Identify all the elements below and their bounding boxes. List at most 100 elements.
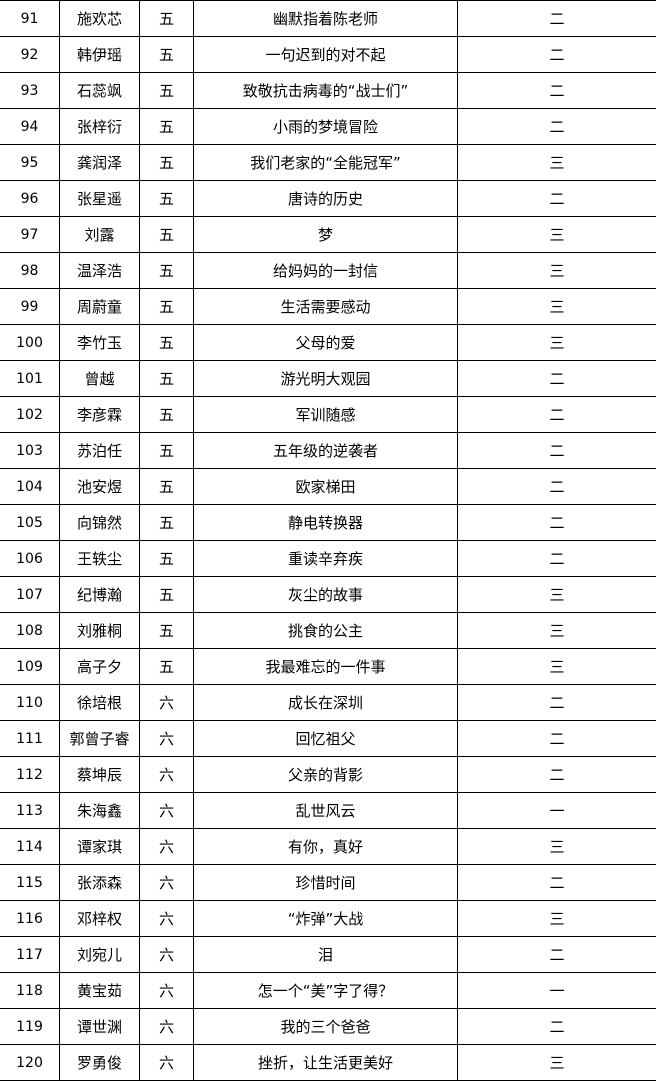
grade-cell: 五: [139, 504, 194, 541]
row-number-cell: 101: [0, 360, 60, 397]
prize-level-cell: 二: [457, 684, 656, 721]
grade-cell: 五: [139, 216, 194, 253]
row-number-cell: 100: [0, 324, 60, 361]
row-number-cell: 92: [0, 36, 60, 73]
row-number-cell: 91: [0, 0, 60, 37]
prize-level-cell: 二: [457, 432, 656, 469]
row-number-cell: 95: [0, 144, 60, 181]
essay-title-cell: 回忆祖父: [193, 720, 458, 757]
table-row: 91 施欢芯五幽默指着陈老师二: [0, 0, 656, 37]
essay-title-cell: 成长在深圳: [193, 684, 458, 721]
grade-cell: 五: [139, 36, 194, 73]
table-row: 111 郭曾子睿六回忆祖父二: [0, 720, 656, 757]
prize-level-cell: 二: [457, 756, 656, 793]
essay-title-cell: 我最难忘的一件事: [193, 648, 458, 685]
student-name-cell: 刘露: [59, 216, 140, 253]
essay-title-cell: 梦: [193, 216, 458, 253]
essay-title-cell: 我的三个爸爸: [193, 1008, 458, 1045]
row-number-cell: 98: [0, 252, 60, 289]
grade-cell: 六: [139, 792, 194, 829]
essay-title-cell: 欧家梯田: [193, 468, 458, 505]
table-row: 109 高子夕五我最难忘的一件事三: [0, 648, 656, 685]
table-row: 97 刘露五梦三: [0, 216, 656, 253]
essay-title-cell: 静电转换器: [193, 504, 458, 541]
prize-level-cell: 三: [457, 612, 656, 649]
student-name-cell: 刘雅桐: [59, 612, 140, 649]
grade-cell: 五: [139, 576, 194, 613]
student-name-cell: 张添森: [59, 864, 140, 901]
essay-title-cell: 珍惜时间: [193, 864, 458, 901]
row-number-cell: 117: [0, 936, 60, 973]
table-row: 120 罗勇俊六挫折，让生活更美好三: [0, 1044, 656, 1081]
student-name-cell: 向锦然: [59, 504, 140, 541]
row-number-cell: 106: [0, 540, 60, 577]
prize-level-cell: 三: [457, 900, 656, 937]
student-name-cell: 温泽浩: [59, 252, 140, 289]
prize-level-cell: 三: [457, 1044, 656, 1081]
table-row: 103 苏泊任五五年级的逆袭者二: [0, 432, 656, 469]
row-number-cell: 116: [0, 900, 60, 937]
essay-title-cell: 幽默指着陈老师: [193, 0, 458, 37]
student-name-cell: 苏泊任: [59, 432, 140, 469]
student-name-cell: 郭曾子睿: [59, 720, 140, 757]
row-number-cell: 119: [0, 1008, 60, 1045]
student-name-cell: 李竹玉: [59, 324, 140, 361]
student-name-cell: 谭家琪: [59, 828, 140, 865]
prize-level-cell: 二: [457, 468, 656, 505]
table-row: 112 蔡坤辰六父亲的背影二: [0, 756, 656, 793]
student-name-cell: 邓梓权: [59, 900, 140, 937]
prize-level-cell: 三: [457, 828, 656, 865]
table-row: 104 池安煜五欧家梯田二: [0, 468, 656, 505]
table-row: 110 徐培根六成长在深圳二: [0, 684, 656, 721]
essay-title-cell: 挑食的公主: [193, 612, 458, 649]
student-name-cell: 刘宛儿: [59, 936, 140, 973]
row-number-cell: 110: [0, 684, 60, 721]
prize-level-cell: 二: [457, 936, 656, 973]
student-name-cell: 施欢芯: [59, 0, 140, 37]
essay-title-cell: 唐诗的历史: [193, 180, 458, 217]
prize-level-cell: 三: [457, 288, 656, 325]
table-row: 92 韩伊瑶五一句迟到的对不起二: [0, 36, 656, 73]
table-row: 99 周蔚童五生活需要感动三: [0, 288, 656, 325]
table-row: 100 李竹玉五父母的爱三: [0, 324, 656, 361]
student-name-cell: 王轶尘: [59, 540, 140, 577]
student-name-cell: 高子夕: [59, 648, 140, 685]
grade-cell: 六: [139, 828, 194, 865]
essay-title-cell: “炸弹”大战: [193, 900, 458, 937]
row-number-cell: 111: [0, 720, 60, 757]
prize-level-cell: 三: [457, 252, 656, 289]
grade-cell: 五: [139, 252, 194, 289]
table-row: 116 邓梓权六 “炸弹”大战三: [0, 900, 656, 937]
student-name-cell: 石蕊飒: [59, 72, 140, 109]
prize-level-cell: 二: [457, 396, 656, 433]
grade-cell: 六: [139, 720, 194, 757]
student-name-cell: 李彦霖: [59, 396, 140, 433]
student-name-cell: 谭世渊: [59, 1008, 140, 1045]
row-number-cell: 93: [0, 72, 60, 109]
table-row: 98 温泽浩五给妈妈的一封信三: [0, 252, 656, 289]
prize-level-cell: 二: [457, 0, 656, 37]
essay-title-cell: 给妈妈的一封信: [193, 252, 458, 289]
table-row: 94 张梓衍五小雨的梦境冒险二: [0, 108, 656, 145]
grade-cell: 五: [139, 360, 194, 397]
prize-level-cell: 二: [457, 36, 656, 73]
student-name-cell: 张梓衍: [59, 108, 140, 145]
essay-title-cell: 挫折，让生活更美好: [193, 1044, 458, 1081]
essay-title-cell: 致敬抗击病毒的“战士们”: [193, 72, 458, 109]
table-row: 95 龚润泽五我们老家的“全能冠军” 三: [0, 144, 656, 181]
row-number-cell: 112: [0, 756, 60, 793]
grade-cell: 六: [139, 864, 194, 901]
grade-cell: 五: [139, 432, 194, 469]
row-number-cell: 104: [0, 468, 60, 505]
grade-cell: 六: [139, 936, 194, 973]
student-name-cell: 周蔚童: [59, 288, 140, 325]
table-row: 108 刘雅桐五挑食的公主三: [0, 612, 656, 649]
student-name-cell: 张星遥: [59, 180, 140, 217]
prize-level-cell: 二: [457, 180, 656, 217]
row-number-cell: 114: [0, 828, 60, 865]
student-name-cell: 曾越: [59, 360, 140, 397]
prize-level-cell: 二: [457, 360, 656, 397]
grade-cell: 五: [139, 648, 194, 685]
